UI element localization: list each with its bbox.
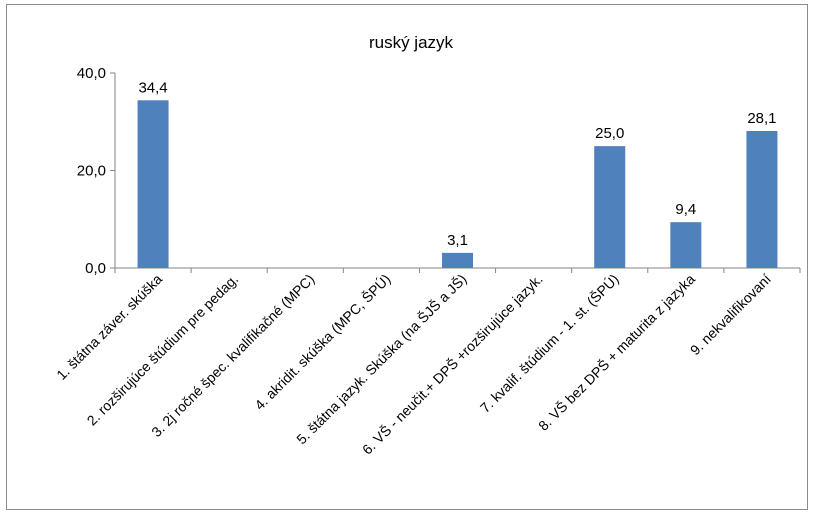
category-label: 4. akridit. skúška (MPC, ŠPÚ) [251, 271, 393, 413]
data-labels: 34,4 3,1 25,0 9,4 28,1 [138, 79, 776, 249]
bar [746, 131, 778, 268]
category-label: 3. 2j ročné špec. kvalifikačné (MPC) [148, 271, 317, 440]
bar [670, 222, 702, 268]
bars [137, 100, 778, 268]
data-label: 28,1 [747, 110, 776, 127]
data-label: 3,1 [447, 232, 468, 249]
category-label: 7. kvalif. štúdium - 1. st. (ŠPÚ) [477, 271, 622, 416]
y-tick-label: 40,0 [77, 65, 106, 82]
category-label: 5. štátna jazyk. Skúška (na ŠJŠ a JŠ) [293, 271, 469, 447]
category-label: 9. nekvalifikovaní [687, 271, 774, 358]
bar [137, 100, 169, 268]
data-label: 25,0 [595, 125, 624, 142]
data-label: 9,4 [675, 201, 696, 218]
y-tick-label: 0,0 [85, 260, 106, 277]
bar [594, 146, 626, 268]
data-label: 34,4 [138, 79, 167, 96]
y-tick-label: 20,0 [77, 163, 106, 180]
chart-title: ruský jazyk [369, 33, 454, 52]
category-label: 8. VŠ bez DPŠ + maturita z jazyka [535, 271, 698, 434]
category-label: 2. rozširujúce štúdium pre pedag. [84, 271, 242, 429]
bar [442, 252, 473, 268]
